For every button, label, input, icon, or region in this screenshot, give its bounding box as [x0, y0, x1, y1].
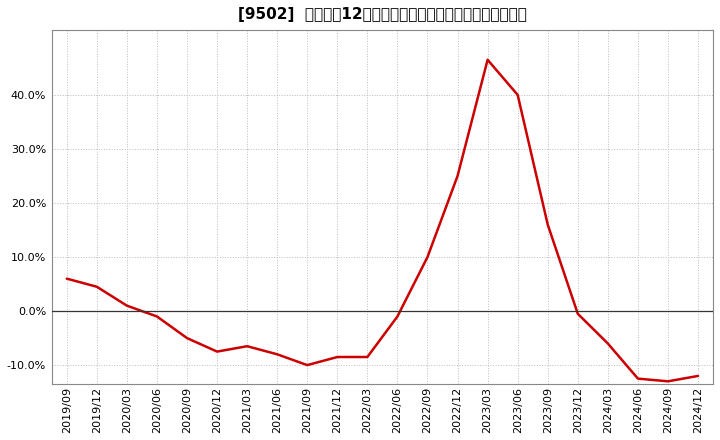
Title: [9502]  売上高の12か月移動合計の対前年同期増減率の推移: [9502] 売上高の12か月移動合計の対前年同期増減率の推移	[238, 7, 527, 22]
